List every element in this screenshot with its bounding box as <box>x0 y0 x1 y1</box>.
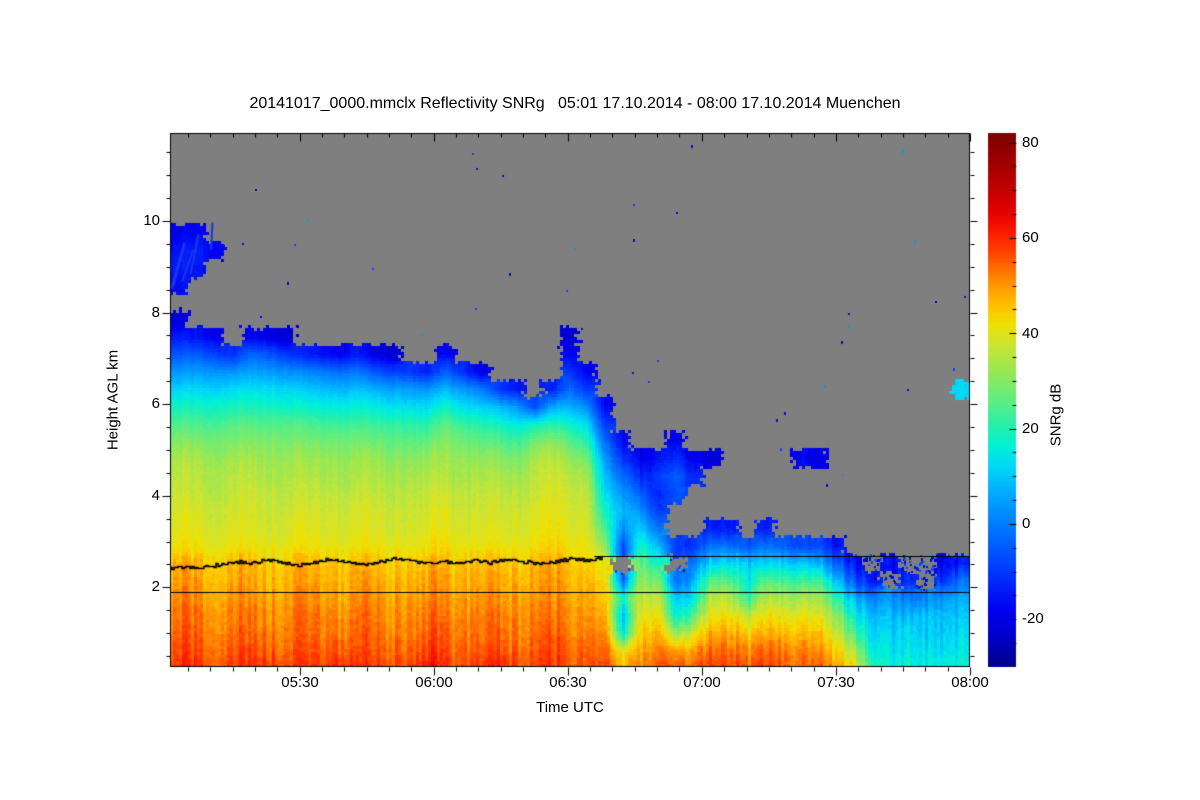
colorbar-tick-label: 20 <box>1022 420 1039 437</box>
colorbar-tick-label: 40 <box>1022 325 1039 342</box>
y-tick-label: 10 <box>143 212 160 229</box>
y-tick-label: 4 <box>151 487 160 504</box>
y-axis-title: Height AGL km <box>104 349 122 451</box>
x-tick-label: 05:30 <box>281 674 319 691</box>
x-tick-label: 07:00 <box>683 674 721 691</box>
colorbar-title: SNRg dB <box>1047 383 1065 447</box>
colorbar-tick-label: 80 <box>1022 134 1039 151</box>
chart-title: 20141017_0000.mmclx Reflectivity SNRg 05… <box>249 95 901 112</box>
x-tick-label: 08:00 <box>951 674 989 691</box>
y-tick-label: 6 <box>151 395 160 412</box>
colorbar-tick-label: 60 <box>1022 229 1039 246</box>
colorbar-tick-label: -20 <box>1022 610 1044 627</box>
x-tick-label: 06:30 <box>549 674 587 691</box>
y-tick-label: 2 <box>151 578 160 595</box>
colorbar-tick-label: 0 <box>1022 515 1031 532</box>
x-tick-label: 06:00 <box>415 674 453 691</box>
x-tick-label: 07:30 <box>817 674 855 691</box>
y-tick-label: 8 <box>151 304 160 321</box>
x-axis-title: Time UTC <box>536 699 604 716</box>
